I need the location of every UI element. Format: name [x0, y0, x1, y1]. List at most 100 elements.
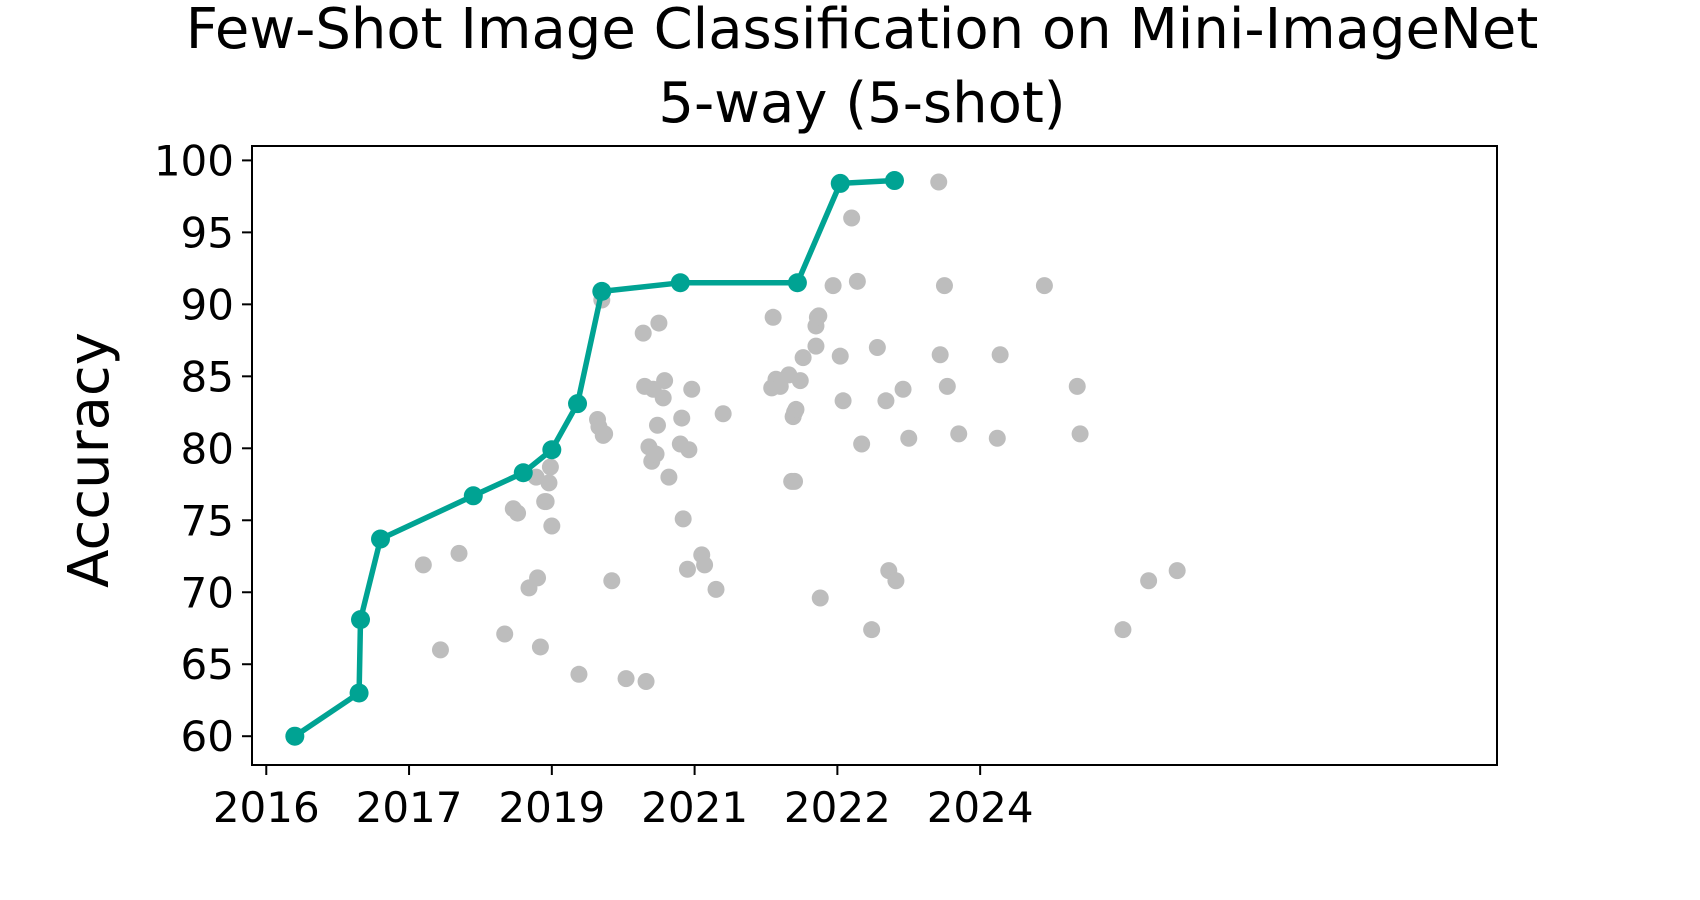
other-result-point — [541, 458, 559, 476]
other-result-point — [656, 372, 674, 390]
other-result-point — [894, 380, 912, 398]
y-tick-label: 80 — [181, 424, 234, 473]
other-result-point — [617, 670, 635, 688]
other-result-point — [570, 665, 588, 683]
plot-area — [252, 146, 1497, 765]
other-result-point — [540, 474, 558, 492]
other-result-point — [660, 468, 678, 486]
y-tick-label: 95 — [181, 208, 234, 257]
other-result-point — [807, 337, 825, 355]
other-results-series — [414, 173, 1186, 691]
other-result-point — [1035, 277, 1053, 295]
other-result-point — [834, 392, 852, 410]
other-result-point — [787, 400, 805, 418]
other-result-point — [680, 441, 698, 459]
other-result-point — [1168, 562, 1186, 580]
state-of-the-art-point — [285, 726, 305, 746]
other-result-point — [707, 580, 725, 598]
other-result-point — [887, 572, 905, 590]
x-tick-label: 2017 — [356, 783, 463, 832]
other-result-point — [1071, 425, 1089, 443]
y-tick-label: 60 — [181, 712, 234, 761]
state-of-the-art-point — [351, 610, 371, 630]
other-result-point — [843, 209, 861, 227]
state-of-the-art-point — [349, 683, 369, 703]
state-of-the-art-point — [513, 463, 533, 483]
other-result-point — [496, 625, 514, 643]
other-result-point — [824, 277, 842, 295]
other-result-point — [831, 347, 849, 365]
other-result-point — [931, 346, 949, 364]
state-of-the-art-series — [285, 171, 904, 746]
y-tick-label: 100 — [154, 136, 234, 185]
plot-frame — [251, 145, 1498, 766]
state-of-the-art-point — [830, 173, 850, 193]
other-result-point — [509, 504, 527, 522]
y-axis-label: Accuracy — [57, 332, 122, 588]
chart-title: Few-Shot Image Classification on Mini-Im… — [186, 0, 1539, 136]
y-axis: 60 65 70 75 80 85 90 95 100 — [154, 136, 252, 761]
x-tick-label: 2022 — [784, 783, 891, 832]
state-of-the-art-point — [787, 273, 807, 293]
other-result-point — [696, 556, 714, 574]
state-of-the-art-point — [884, 171, 904, 191]
other-result-point — [714, 405, 732, 423]
y-tick-label: 65 — [181, 640, 234, 689]
other-result-point — [1068, 377, 1086, 395]
y-tick-label: 85 — [181, 352, 234, 401]
other-result-point — [810, 307, 828, 325]
other-result-point — [647, 445, 665, 463]
other-result-point — [991, 346, 1009, 364]
state-of-the-art-point — [568, 394, 588, 414]
other-result-point — [543, 517, 561, 535]
state-of-the-art-point — [542, 440, 562, 460]
other-result-point — [673, 409, 691, 427]
state-of-the-art-point — [463, 486, 483, 506]
y-tick-label: 70 — [181, 568, 234, 617]
other-result-point — [877, 392, 895, 410]
other-result-point — [531, 638, 549, 656]
other-result-point — [648, 416, 666, 434]
other-result-point — [654, 389, 672, 407]
other-result-point — [811, 589, 829, 607]
other-result-point — [603, 572, 621, 590]
other-result-point — [431, 641, 449, 659]
y-tick-label: 75 — [181, 496, 234, 545]
other-result-point — [868, 339, 886, 357]
other-result-point — [950, 425, 968, 443]
other-result-point — [853, 435, 871, 453]
other-result-point — [786, 472, 804, 490]
other-result-point — [1140, 572, 1158, 590]
other-result-point — [935, 277, 953, 295]
state-of-the-art-point — [370, 529, 390, 549]
other-result-point — [764, 308, 782, 326]
other-result-point — [637, 673, 655, 691]
other-result-point — [678, 560, 696, 578]
chart-title-line1: Few-Shot Image Classification on Mini-Im… — [186, 0, 1539, 62]
x-tick-label: 2019 — [498, 783, 605, 832]
other-result-point — [683, 380, 701, 398]
x-axis: 2016 2017 2019 2021 2022 2024 — [213, 765, 1034, 832]
y-tick-label: 90 — [181, 280, 234, 329]
other-result-point — [988, 429, 1006, 447]
other-result-point — [1114, 621, 1132, 639]
x-tick-label: 2021 — [641, 783, 748, 832]
chart-title-line2: 5-way (5-shot) — [658, 71, 1065, 136]
other-result-point — [863, 621, 881, 639]
x-tick-label: 2024 — [927, 783, 1034, 832]
other-result-point — [414, 556, 432, 574]
other-result-point — [650, 314, 668, 332]
other-result-point — [674, 510, 692, 528]
other-result-point — [450, 544, 468, 562]
other-result-point — [930, 173, 948, 191]
other-result-point — [529, 569, 547, 587]
other-result-point — [848, 272, 866, 290]
other-result-point — [938, 377, 956, 395]
state-of-the-art-point — [670, 273, 690, 293]
other-result-point — [634, 324, 652, 342]
other-result-point — [596, 425, 614, 443]
other-result-point — [791, 372, 809, 390]
state-of-the-art-point — [592, 281, 612, 301]
x-tick-label: 2016 — [213, 783, 320, 832]
